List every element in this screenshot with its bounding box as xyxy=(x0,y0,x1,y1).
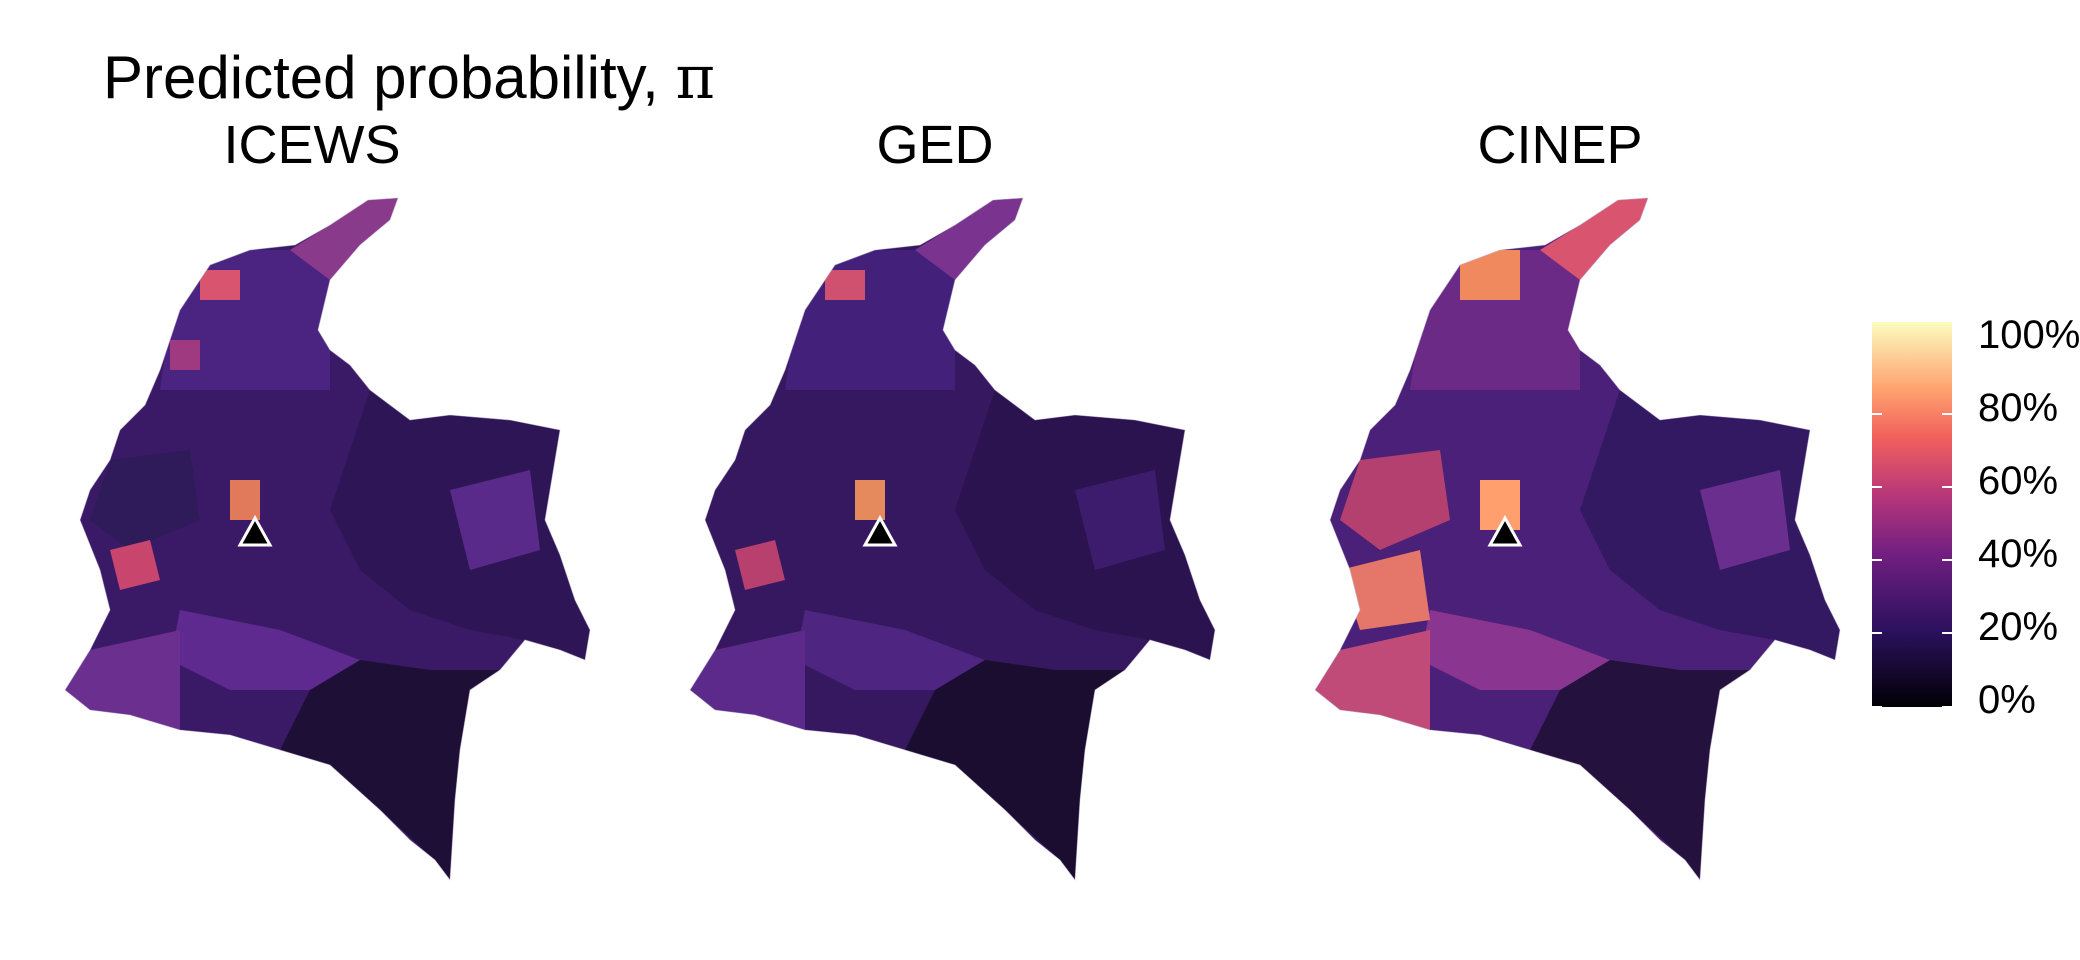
legend-tick-80: 80% xyxy=(1978,386,2059,430)
capital-marker-icon xyxy=(1487,514,1523,547)
legend-tick-mark xyxy=(1872,413,1882,415)
panel-title-cinep: CINEP xyxy=(1477,115,1643,175)
panel-title-ged: GED xyxy=(876,115,994,175)
figure-title: Predicted probability, π xyxy=(103,48,715,109)
colombia-map-ged xyxy=(689,197,1216,882)
capital-marker-icon xyxy=(862,514,898,547)
legend-tick-40: 40% xyxy=(1978,532,2059,576)
legend-tick-0: 0% xyxy=(1978,678,2036,722)
legend-tick-mark xyxy=(1872,632,1882,634)
map-icews xyxy=(30,190,630,890)
legend-tick-mark xyxy=(1872,486,1882,488)
legend-tick-mark xyxy=(1872,559,1882,561)
colombia-map-icews xyxy=(64,197,591,882)
legend-tick-mark xyxy=(1942,559,1952,561)
capital-marker-icon xyxy=(237,514,273,547)
map-cinep xyxy=(1280,190,1880,890)
legend-tick-mark xyxy=(1942,486,1952,488)
legend-tick-mark xyxy=(1872,706,1882,708)
legend-colorbar xyxy=(1872,322,1952,707)
legend-tick-mark xyxy=(1942,632,1952,634)
legend-tick-mark xyxy=(1942,413,1952,415)
figure-title-text: Predicted probability, xyxy=(103,44,676,111)
map-ged xyxy=(655,190,1255,890)
legend-tick-100: 100% xyxy=(1978,313,2080,357)
legend-tick-20: 20% xyxy=(1978,605,2059,649)
panel-title-icews: ICEWS xyxy=(223,115,401,175)
legend-tick-mark xyxy=(1942,706,1952,708)
color-legend xyxy=(1872,322,1952,708)
colombia-map-cinep xyxy=(1314,197,1841,882)
pi-symbol: π xyxy=(675,43,715,113)
legend-tick-60: 60% xyxy=(1978,459,2059,503)
